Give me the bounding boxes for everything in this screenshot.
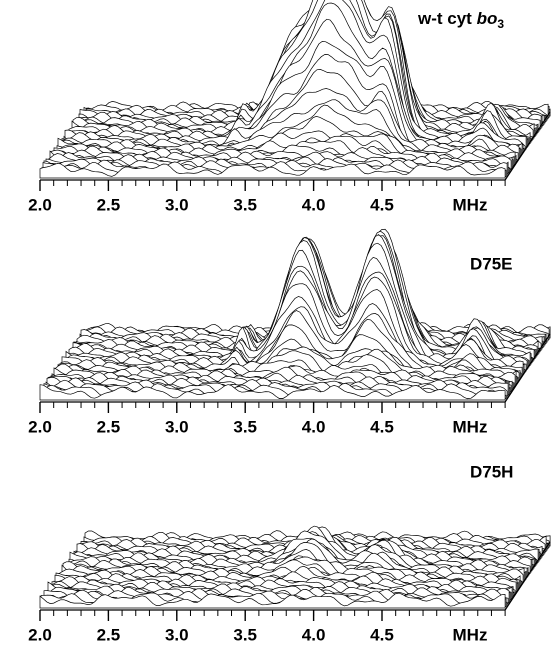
x-axis-label: MHz <box>453 417 488 436</box>
x-tick-label: 2.5 <box>97 625 121 644</box>
x-tick-label: 4.5 <box>370 625 394 644</box>
x-tick-label: 2.0 <box>28 195 52 214</box>
x-axis-label: MHz <box>453 195 488 214</box>
title-italic: bo <box>477 9 498 28</box>
x-tick-label: 2.5 <box>97 195 121 214</box>
x-tick-label: 4.5 <box>370 195 394 214</box>
x-tick-label: 3.0 <box>165 195 189 214</box>
x-tick-label: 3.5 <box>233 625 257 644</box>
x-tick-label: 3.0 <box>165 625 189 644</box>
x-tick-label: 2.5 <box>97 417 121 436</box>
x-tick-label: 3.5 <box>233 417 257 436</box>
x-tick-label: 3.5 <box>233 195 257 214</box>
surface <box>40 526 550 608</box>
x-tick-label: 4.0 <box>302 625 326 644</box>
x-tick-label: 4.0 <box>302 417 326 436</box>
panel: 2.0 2.5 3.0 3.5 4.0 4.5 MHz D75E <box>28 229 550 436</box>
panel-title: D75H <box>470 462 513 481</box>
panel-title: w-t cyt bo3 <box>417 9 504 31</box>
x-tick-label: 4.0 <box>302 195 326 214</box>
panel-title: D75E <box>470 254 513 273</box>
title-subscript: 3 <box>497 17 504 31</box>
panel: 2.0 2.5 3.0 3.5 4.0 4.5 MHz w-t cyt bo3 <box>28 0 550 214</box>
title-text: w-t cyt <box>417 9 477 28</box>
x-tick-label: 2.0 <box>28 625 52 644</box>
x-axis-label: MHz <box>453 625 488 644</box>
x-tick-label: 2.0 <box>28 417 52 436</box>
figure: 2.0 2.5 3.0 3.5 4.0 4.5 MHz w-t cyt bo3 2.0 2.5 3.… <box>0 0 552 654</box>
panel: 2.0 2.5 3.0 3.5 4.0 4.5 MHz D75H <box>28 462 550 644</box>
x-tick-label: 4.5 <box>370 417 394 436</box>
x-tick-label: 3.0 <box>165 417 189 436</box>
